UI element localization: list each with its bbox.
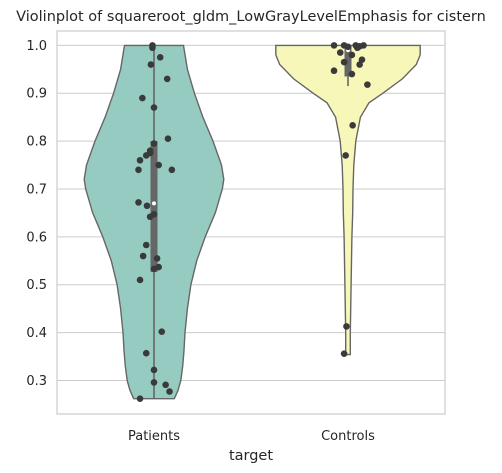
y-tick-labels: 0.3 0.4 0.5 0.6 0.7 0.8 0.9 1.0 — [26, 39, 47, 389]
data-point — [150, 140, 158, 147]
data-point — [139, 252, 147, 260]
y-tick-label: 0.6 — [26, 230, 47, 245]
x-tick-label: Patients — [128, 429, 180, 444]
data-point — [343, 323, 350, 330]
y-tick-label: 0.4 — [26, 326, 47, 341]
violins — [83, 42, 421, 402]
data-point — [158, 328, 166, 335]
data-point — [360, 42, 367, 49]
y-tick-label: 0.8 — [26, 135, 47, 150]
data-point — [150, 366, 158, 374]
data-point — [356, 61, 363, 68]
data-point — [166, 388, 173, 395]
y-tick-label: 0.7 — [26, 182, 47, 197]
chart-title: Violinplot of squareroot_gldm_LowGrayLev… — [16, 9, 486, 25]
median-patients — [152, 201, 156, 206]
y-tick-label: 0.9 — [26, 87, 47, 102]
data-point — [155, 161, 162, 169]
data-point — [142, 349, 150, 357]
data-point — [135, 166, 142, 174]
violin-body-controls — [275, 44, 421, 356]
data-point — [348, 51, 356, 59]
y-tick-label: 0.3 — [26, 374, 47, 389]
data-point — [340, 350, 348, 357]
data-point — [143, 202, 151, 210]
data-point — [136, 156, 144, 164]
data-point — [147, 61, 155, 68]
data-point — [156, 54, 164, 61]
data-point — [153, 255, 161, 262]
data-point — [150, 104, 158, 111]
data-point — [340, 58, 348, 66]
y-tick-label: 0.5 — [26, 278, 47, 293]
data-point — [354, 44, 361, 52]
box-controls — [344, 45, 352, 77]
data-point — [142, 241, 150, 249]
data-point — [136, 276, 144, 284]
data-point — [344, 43, 352, 51]
data-point — [330, 67, 338, 75]
data-point — [162, 381, 169, 389]
box-patients — [150, 141, 158, 272]
data-point — [146, 149, 154, 157]
x-tick-labels: Patients Controls — [128, 429, 375, 444]
data-point — [330, 42, 338, 49]
data-point — [150, 379, 158, 386]
data-point — [163, 75, 171, 83]
data-point — [150, 265, 158, 273]
data-point — [168, 166, 176, 174]
data-point — [364, 81, 371, 88]
data-point — [146, 213, 154, 221]
x-tick-label: Controls — [321, 429, 375, 444]
x-axis-label: target — [229, 448, 273, 464]
y-tick-label: 1.0 — [26, 39, 47, 54]
data-point — [149, 44, 156, 52]
data-point — [139, 94, 146, 102]
data-point — [135, 199, 142, 206]
data-point — [164, 135, 172, 143]
data-point — [349, 122, 356, 129]
data-point — [342, 152, 349, 159]
data-point — [336, 49, 344, 56]
plot-frame — [56, 30, 446, 415]
data-point — [136, 395, 144, 402]
data-point — [348, 70, 356, 78]
